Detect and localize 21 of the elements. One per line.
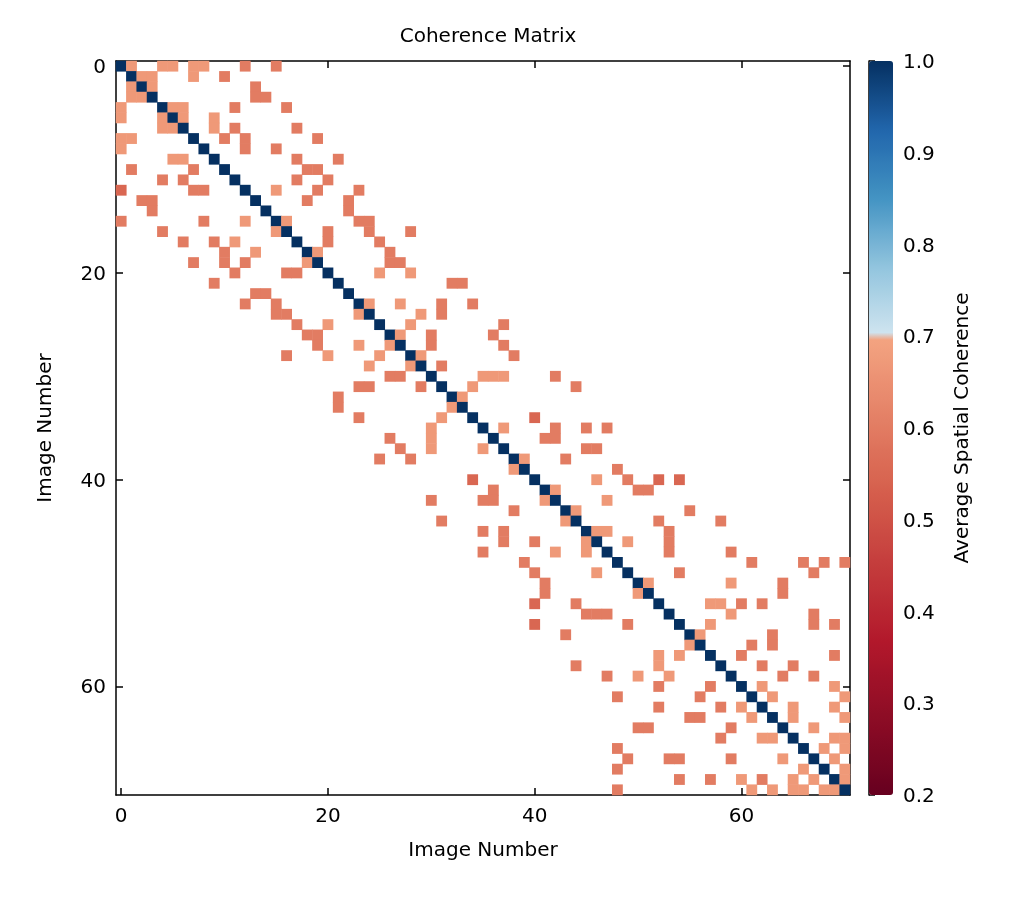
y-tick-label: 60 [80,674,106,699]
color-bar-label: 0.8 [903,232,935,257]
color-bar-label: 0.4 [903,599,935,624]
x-tick-label: 20 [315,803,341,827]
x-tick-label: 40 [521,803,548,827]
color-bar-label: 0.5 [903,507,935,532]
color-bar-label: 0.6 [903,416,935,440]
color-bar-title: Average Spatial Coherence [949,292,973,564]
color-bar-label: 0.3 [903,691,935,716]
chart-title: Coherence Matrix [399,23,577,47]
x-tick-label: 0 [114,803,128,827]
y-axis-title: Image Number [32,352,56,503]
color-bar-label: 1.0 [903,49,935,73]
x-tick-label: 60 [728,803,755,827]
y-tick-label: 0 [93,54,106,79]
x-axis-title: Image Number [408,837,559,861]
color-bar-label: 0.9 [903,140,935,165]
y-tick-label: 40 [80,467,106,492]
color-bar-label: 0.7 [903,324,935,349]
y-tick-label: 20 [80,260,106,285]
color-bar-label: 0.2 [903,783,935,807]
